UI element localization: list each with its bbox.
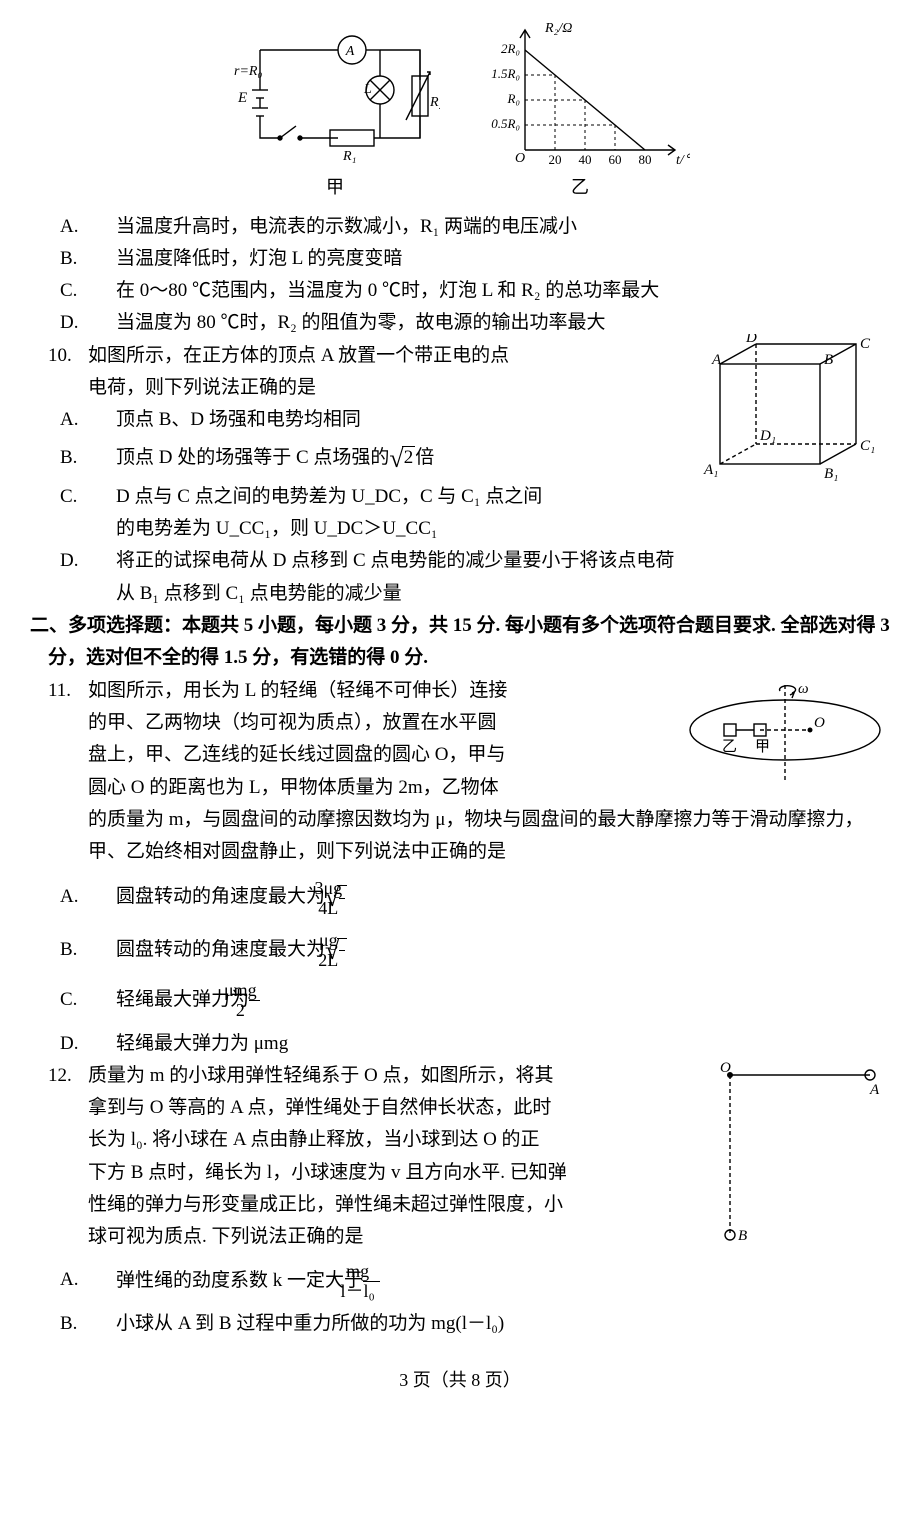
graph-xlabel: t/℃ [676,153,690,168]
cube-D1: D₁ [759,428,776,444]
lamp-label: L [363,82,372,97]
q10-optD: D.将正的试探电荷从 D 点移到 C 点电势能的减少量要小于将该点电荷 [30,545,890,577]
disk-yi: 乙 [722,739,737,755]
cube-B1: B₁ [824,466,838,482]
q12-optB: B.小球从 A 到 B 过程中重力所做的功为 mg(l－l₀) [30,1308,890,1340]
q11-C-den: 2 [249,1001,260,1020]
xtick-0: 20 [549,152,562,167]
q10-D2: 从 B₁ 点移到 C₁ 点电势能的减少量 [30,578,890,610]
r2-label: R₂ [429,95,440,110]
disk-figure: ω O 甲 乙 [680,675,890,806]
q11-num: 11. [48,675,88,707]
q11-optA: A.圆盘转动的角速度最大为√3μg4L [30,876,890,920]
cube-B: B [824,352,833,368]
figure-row: A L r=R₀ E R₁ R₂ 甲 [30,20,890,203]
q10-D1: 将正的试探电荷从 D 点移到 C 点电势能的减少量要小于将该点电荷 [116,550,674,571]
q12-A-num: mg [363,1262,380,1282]
q9-C-text: 在 0～80 ℃范围内，当温度为 0 ℃时，灯泡 L 和 R₂ 的总功率最大 [116,280,659,301]
q10-B-pre: 顶点 D 处的场强等于 C 点场强的 [116,447,389,468]
circuit-caption: 甲 [230,172,440,203]
ytick-3: 2R₀ [501,41,520,56]
emf-label: E [237,90,247,106]
q9-B-text: 当温度降低时，灯泡 L 的亮度变暗 [116,248,402,269]
ytick-1: R₀ [507,91,520,106]
disk-O: O [814,715,825,731]
section2-header: 二、多项选择题：本题共 5 小题，每小题 3 分，共 15 分. 每小题有多个选… [30,610,890,675]
q12-B-text: 小球从 A 到 B 过程中重力所做的功为 mg(l－l₀) [116,1313,504,1334]
q11-A-den: 4L [339,899,345,918]
q10-B-root: 2 [402,446,416,468]
q10-stem1: 如图所示，在正方体的顶点 A 放置一个带正电的点 [88,345,509,366]
ytick-0: 0.5R₀ [491,116,520,131]
disk-svg: ω O 甲 乙 [680,675,890,795]
ytick-2: 1.5R₀ [491,66,520,81]
q11-B-num: μg [339,931,345,951]
graph-origin: O [515,151,525,166]
internal-r-label: r=R₀ [234,64,262,79]
elastic-O: O [720,1060,731,1076]
q11-A-num: 3μg [339,879,345,899]
page-footer: 3 页（共 8 页） [30,1365,890,1396]
q12-num: 12. [48,1060,88,1092]
q11: ω O 甲 乙 11.如图所示，用长为 L 的轻绳（轻绳不可伸长）连接 的甲、乙… [30,675,890,1060]
q11-D-text: 轻绳最大弹力为 μmg [116,1033,288,1054]
cube-C1: C₁ [860,438,875,454]
elastic-figure: O A B [710,1060,890,1271]
graph-svg: R₂/Ω t/℃ O 0.5R₀ R₀ 1.5R₀ 2R₀ 20 40 60 8… [470,20,690,170]
q11-optD: D.轻绳最大弹力为 μmg [30,1028,890,1060]
elastic-svg: O A B [710,1060,890,1260]
circuit-svg: A L r=R₀ E R₁ R₂ [230,20,440,170]
disk-jia: 甲 [755,739,770,755]
cube-svg: A B C D A₁ B₁ C₁ D₁ [690,334,890,494]
disk-omega: ω [798,681,809,697]
graph-ylabel: R₂/Ω [544,21,572,36]
q12-s0: 质量为 m 的小球用弹性轻绳系于 O 点，如图所示，将其 [88,1065,554,1086]
elastic-A: A [869,1082,880,1098]
q12-A-den: l－l₀ [363,1282,380,1301]
q11-s4: 的质量为 m，与圆盘间的动摩擦因数均为 μ，物块与圆盘间的最大静摩擦力等于滑动摩… [30,804,890,869]
q11-optB: B.圆盘转动的角速度最大为√μg2L [30,929,890,973]
q9-optC: C.在 0～80 ℃范围内，当温度为 0 ℃时，灯泡 L 和 R₂ 的总功率最大 [30,275,890,307]
elastic-B: B [738,1228,747,1244]
q11-A-pre: 圆盘转动的角速度最大为 [116,886,325,907]
q11-s0: 如图所示，用长为 L 的轻绳（轻绳不可伸长）连接 [88,680,507,701]
r1-label: R₁ [342,149,356,164]
graph-figure: R₂/Ω t/℃ O 0.5R₀ R₀ 1.5R₀ 2R₀ 20 40 60 8… [470,20,690,203]
cube-A: A [711,352,722,368]
cube-A1: A₁ [703,462,718,478]
cube-D: D [745,334,757,346]
q12: O A B 12.质量为 m 的小球用弹性轻绳系于 O 点，如图所示，将其 拿到… [30,1060,890,1341]
xtick-3: 80 [639,152,652,167]
q9-D-text: 当温度为 80 ℃时，R₂ 的阻值为零，故电源的输出功率最大 [116,312,606,333]
q11-C-num: μmg [249,981,260,1001]
xtick-1: 40 [579,152,592,167]
q9-optA: A.当温度升高时，电流表的示数减小，R₁ 两端的电压减小 [30,211,890,243]
q10-A-text: 顶点 B、D 场强和电势均相同 [116,409,361,430]
q12-A-pre: 弹性绳的劲度系数 k 一定大于 [116,1269,363,1290]
q10-C1: D 点与 C 点之间的电势差为 U_DC，C 与 C₁ 点之间 [116,486,542,507]
q9-optB: B.当温度降低时，灯泡 L 的亮度变暗 [30,243,890,275]
q11-optC: C.轻绳最大弹力为μmg2 [30,981,890,1020]
q11-B-den: 2L [339,951,345,970]
q10: A B C D A₁ B₁ C₁ D₁ 10.如图所示，在正方体的顶点 A 放置… [30,340,890,610]
q11-B-pre: 圆盘转动的角速度最大为 [116,939,325,960]
q10-num: 10. [48,340,88,372]
circuit-figure: A L r=R₀ E R₁ R₂ 甲 [230,20,440,203]
ammeter-label: A [345,44,355,59]
graph-caption: 乙 [470,172,690,203]
q9-A-text: 当温度升高时，电流表的示数减小，R₁ 两端的电压减小 [116,216,577,237]
cube-figure: A B C D A₁ B₁ C₁ D₁ [690,334,890,505]
q10-C2: 的电势差为 U_CC₁，则 U_DC＞U_CC₁ [30,513,890,545]
q10-B-suf: 倍 [415,447,434,468]
cube-C: C [860,336,871,352]
xtick-2: 60 [609,152,622,167]
